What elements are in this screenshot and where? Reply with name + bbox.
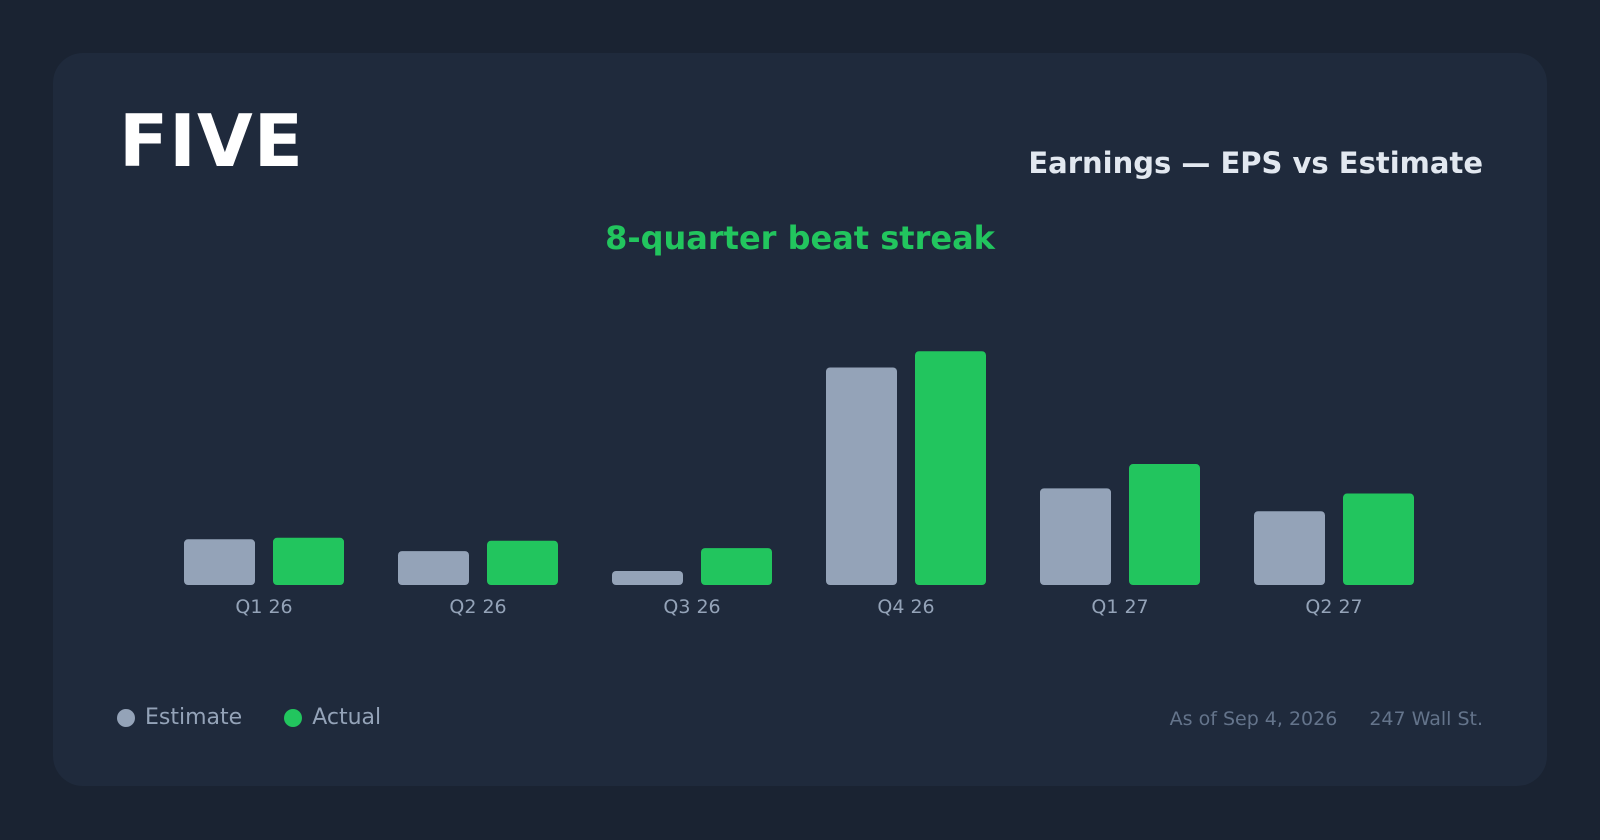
source-credit: 247 Wall St. — [1369, 708, 1483, 730]
bar-actual-q4-26 — [915, 351, 986, 585]
chart-footer: As of Sep 4, 2026 247 Wall St. — [1170, 710, 1483, 729]
x-tick-label: Q1 26 — [235, 596, 292, 618]
bar-actual-q2-26 — [487, 540, 558, 585]
legend-swatch-actual — [284, 709, 303, 727]
legend-label-actual: Actual — [312, 705, 382, 730]
bar-estimate-q3-26 — [612, 570, 683, 585]
chart-legend: Estimate Actual — [117, 707, 381, 729]
legend-swatch-estimate — [117, 709, 135, 727]
legend-item-actual: Actual — [284, 707, 381, 729]
x-tick-label: Q2 26 — [449, 596, 506, 618]
bar-actual-q2-27 — [1343, 493, 1414, 585]
bar-actual-q1-27 — [1129, 464, 1200, 585]
ticker-symbol: FIVE — [119, 99, 304, 183]
as-of-date: As of Sep 4, 2026 — [1169, 708, 1338, 730]
x-tick-label: Q2 27 — [1305, 596, 1362, 618]
bar-estimate-q1-26 — [184, 539, 255, 585]
bar-actual-q3-26 — [701, 548, 772, 585]
bar-chart: Q1 26 Q2 26 Q3 26 Q4 26 Q1 27 Q2 27 — [184, 351, 1414, 618]
bar-estimate-q2-27 — [1254, 511, 1325, 585]
bar-estimate-q2-26 — [398, 551, 469, 585]
chart-card: FIVE Earnings — EPS vs Estimate 8-quarte… — [53, 53, 1547, 786]
legend-label-estimate: Estimate — [145, 705, 243, 730]
bar-estimate-q4-26 — [826, 367, 897, 585]
x-tick-label: Q4 26 — [877, 596, 934, 618]
bar-estimate-q1-27 — [1040, 488, 1111, 585]
x-tick-label: Q1 27 — [1091, 596, 1148, 618]
bar-actual-q1-26 — [273, 537, 344, 585]
x-tick-label: Q3 26 — [663, 596, 720, 618]
legend-item-estimate: Estimate — [117, 707, 242, 729]
chart-title: Earnings — EPS vs Estimate — [1028, 146, 1483, 180]
chart-subtitle: 8-quarter beat streak — [605, 219, 995, 257]
